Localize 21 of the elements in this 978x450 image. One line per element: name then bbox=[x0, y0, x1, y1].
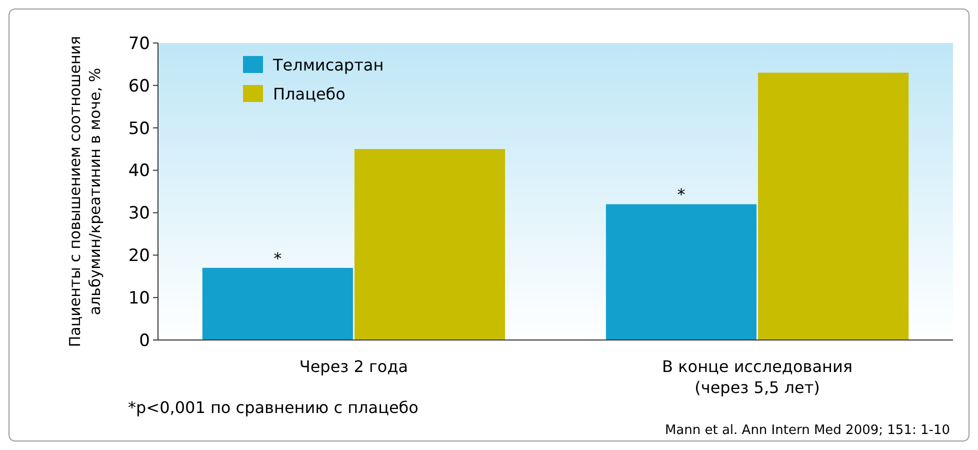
y-axis-title: Пациенты с повышением соотношения альбумин/креатинин в моче, % bbox=[66, 36, 104, 348]
annotation: * bbox=[677, 185, 686, 204]
y-tick-label: 50 bbox=[128, 118, 150, 139]
y-tick-label: 40 bbox=[128, 161, 150, 182]
legend-label: Телмисартан bbox=[272, 56, 384, 75]
y-tick-label: 60 bbox=[128, 76, 150, 96]
y-tick-label: 20 bbox=[128, 246, 150, 266]
bar bbox=[606, 204, 757, 340]
y-tick-label: 30 bbox=[128, 204, 150, 224]
legend-label: Плацебо bbox=[273, 84, 346, 104]
y-tick-label: 10 bbox=[128, 288, 150, 309]
y-tick-label: 0 bbox=[139, 330, 150, 351]
bar bbox=[202, 268, 353, 340]
bar bbox=[758, 72, 909, 340]
text: Mann et al. Ann Intern Med 2009; 151: 1-10 bbox=[664, 423, 950, 438]
y-tick-label: 70 bbox=[128, 34, 150, 54]
annotation: * bbox=[274, 248, 282, 268]
x-tick-label: Через 2 года bbox=[299, 357, 408, 376]
text: *p<0,001 по сравнению с плацебо bbox=[128, 398, 418, 417]
x-tick-label: В конце исследования (через 5,5 лет) bbox=[662, 357, 852, 397]
bar bbox=[354, 149, 506, 340]
